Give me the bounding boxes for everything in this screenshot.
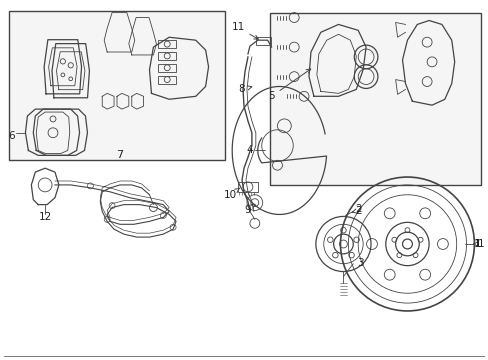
- Bar: [9, 11, 225, 160]
- Text: 5: 5: [268, 69, 310, 101]
- Text: 3: 3: [356, 258, 363, 268]
- Text: 4: 4: [246, 145, 253, 156]
- Text: 9: 9: [244, 204, 254, 215]
- Text: 10: 10: [223, 188, 239, 200]
- Text: 11: 11: [231, 22, 258, 39]
- Bar: [158, 76, 176, 84]
- Bar: [255, 37, 270, 45]
- Text: 7: 7: [116, 150, 123, 161]
- Text: 1: 1: [476, 239, 483, 249]
- Bar: [238, 182, 257, 192]
- Text: 1: 1: [472, 239, 480, 249]
- Bar: [158, 64, 176, 72]
- Bar: [269, 13, 480, 185]
- Bar: [158, 52, 176, 60]
- Text: 8: 8: [238, 84, 251, 94]
- Text: 1: 1: [474, 239, 481, 249]
- Bar: [158, 40, 176, 48]
- Text: 2: 2: [354, 203, 361, 213]
- Text: 12: 12: [39, 212, 52, 222]
- Text: 6: 6: [8, 131, 15, 141]
- Text: 2: 2: [351, 206, 361, 216]
